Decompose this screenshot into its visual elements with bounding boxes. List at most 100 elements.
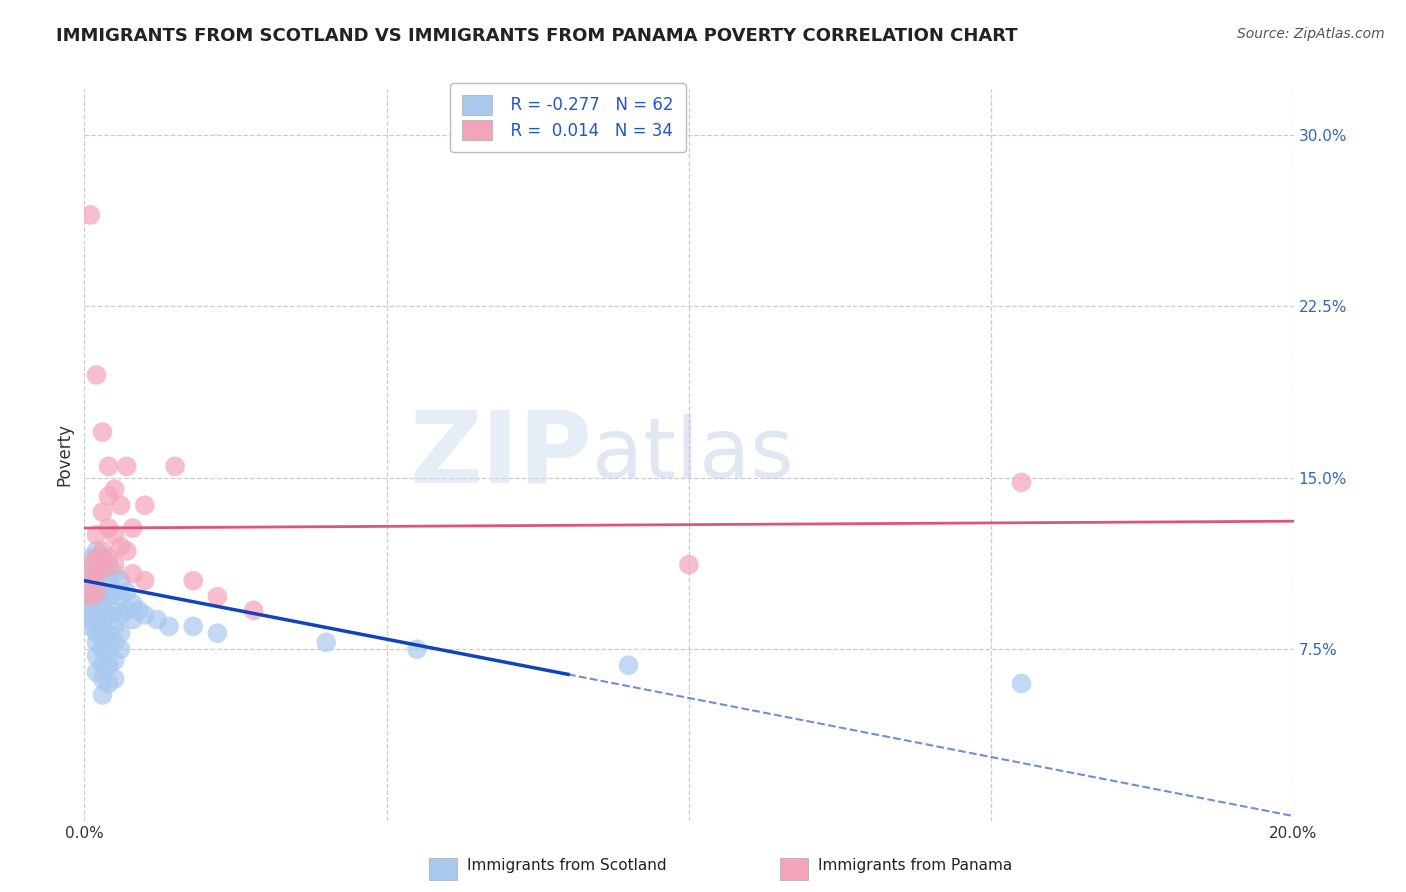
Text: atlas: atlas bbox=[592, 415, 794, 495]
Point bbox=[86, 550, 108, 565]
Point bbox=[79, 558, 101, 572]
Point bbox=[97, 459, 120, 474]
Point bbox=[79, 590, 101, 604]
Point bbox=[91, 613, 114, 627]
Point bbox=[128, 603, 150, 617]
Point bbox=[91, 585, 114, 599]
Point bbox=[146, 613, 169, 627]
Point bbox=[97, 642, 120, 657]
Point bbox=[134, 607, 156, 622]
Point bbox=[110, 642, 132, 657]
Legend:   R = -0.277   N = 62,   R =  0.014   N = 34: R = -0.277 N = 62, R = 0.014 N = 34 bbox=[450, 83, 686, 152]
Point bbox=[79, 613, 101, 627]
Point bbox=[79, 550, 101, 565]
Point bbox=[79, 619, 101, 633]
Point bbox=[91, 597, 114, 611]
Point bbox=[91, 626, 114, 640]
Point bbox=[86, 574, 108, 588]
Point bbox=[104, 482, 127, 496]
Point bbox=[678, 558, 700, 572]
Point bbox=[104, 566, 127, 581]
Point bbox=[121, 597, 143, 611]
Point bbox=[79, 603, 101, 617]
Point bbox=[91, 425, 114, 439]
Point bbox=[207, 590, 229, 604]
Point bbox=[91, 544, 114, 558]
Point bbox=[86, 590, 108, 604]
Point bbox=[97, 626, 120, 640]
Point bbox=[91, 672, 114, 686]
Point bbox=[97, 489, 120, 503]
Point bbox=[79, 574, 101, 588]
Point bbox=[91, 642, 114, 657]
Point bbox=[134, 498, 156, 512]
Point bbox=[121, 521, 143, 535]
Point bbox=[110, 498, 132, 512]
Point bbox=[86, 544, 108, 558]
Point bbox=[86, 585, 108, 599]
Point bbox=[110, 574, 132, 588]
Point bbox=[86, 566, 108, 581]
Point bbox=[121, 566, 143, 581]
Point bbox=[97, 550, 120, 565]
Point bbox=[97, 658, 120, 673]
Point bbox=[79, 208, 101, 222]
Point bbox=[86, 665, 108, 679]
Point bbox=[97, 676, 120, 690]
Point bbox=[79, 566, 101, 581]
Point bbox=[86, 626, 108, 640]
Point bbox=[86, 635, 108, 649]
Point bbox=[86, 649, 108, 664]
Point bbox=[181, 619, 204, 633]
Point bbox=[207, 626, 229, 640]
Y-axis label: Poverty: Poverty bbox=[55, 424, 73, 486]
Point bbox=[110, 539, 132, 553]
Point bbox=[86, 528, 108, 542]
Point bbox=[110, 607, 132, 622]
Point bbox=[157, 619, 180, 633]
Point bbox=[1011, 475, 1033, 490]
Point bbox=[115, 544, 138, 558]
Point bbox=[115, 459, 138, 474]
Point bbox=[104, 528, 127, 542]
Point bbox=[86, 558, 108, 572]
Point bbox=[406, 642, 429, 657]
Point bbox=[181, 574, 204, 588]
Point bbox=[104, 585, 127, 599]
Point bbox=[79, 597, 101, 611]
Point bbox=[1011, 676, 1033, 690]
Point bbox=[104, 672, 127, 686]
Text: Immigrants from Panama: Immigrants from Panama bbox=[818, 858, 1012, 872]
Point bbox=[617, 658, 640, 673]
Point bbox=[121, 613, 143, 627]
Text: ZIP: ZIP bbox=[409, 407, 592, 503]
Text: Source: ZipAtlas.com: Source: ZipAtlas.com bbox=[1237, 27, 1385, 41]
Text: Immigrants from Scotland: Immigrants from Scotland bbox=[467, 858, 666, 872]
Text: IMMIGRANTS FROM SCOTLAND VS IMMIGRANTS FROM PANAMA POVERTY CORRELATION CHART: IMMIGRANTS FROM SCOTLAND VS IMMIGRANTS F… bbox=[56, 27, 1018, 45]
Point bbox=[91, 688, 114, 702]
Point bbox=[91, 505, 114, 519]
Point bbox=[104, 603, 127, 617]
Point bbox=[104, 558, 127, 572]
Point bbox=[79, 581, 101, 595]
Point bbox=[97, 558, 120, 572]
Point bbox=[97, 574, 120, 588]
Point bbox=[97, 590, 120, 604]
Point bbox=[115, 585, 138, 599]
Point bbox=[86, 613, 108, 627]
Point bbox=[115, 603, 138, 617]
Point bbox=[104, 654, 127, 668]
Point bbox=[86, 368, 108, 382]
Point bbox=[165, 459, 187, 474]
Point bbox=[91, 566, 114, 581]
Point bbox=[91, 658, 114, 673]
Point bbox=[86, 603, 108, 617]
Point bbox=[97, 607, 120, 622]
Point bbox=[91, 550, 114, 565]
Point bbox=[104, 619, 127, 633]
Point bbox=[242, 603, 264, 617]
Point bbox=[315, 635, 337, 649]
Point bbox=[104, 635, 127, 649]
Point bbox=[97, 521, 120, 535]
Point bbox=[110, 590, 132, 604]
